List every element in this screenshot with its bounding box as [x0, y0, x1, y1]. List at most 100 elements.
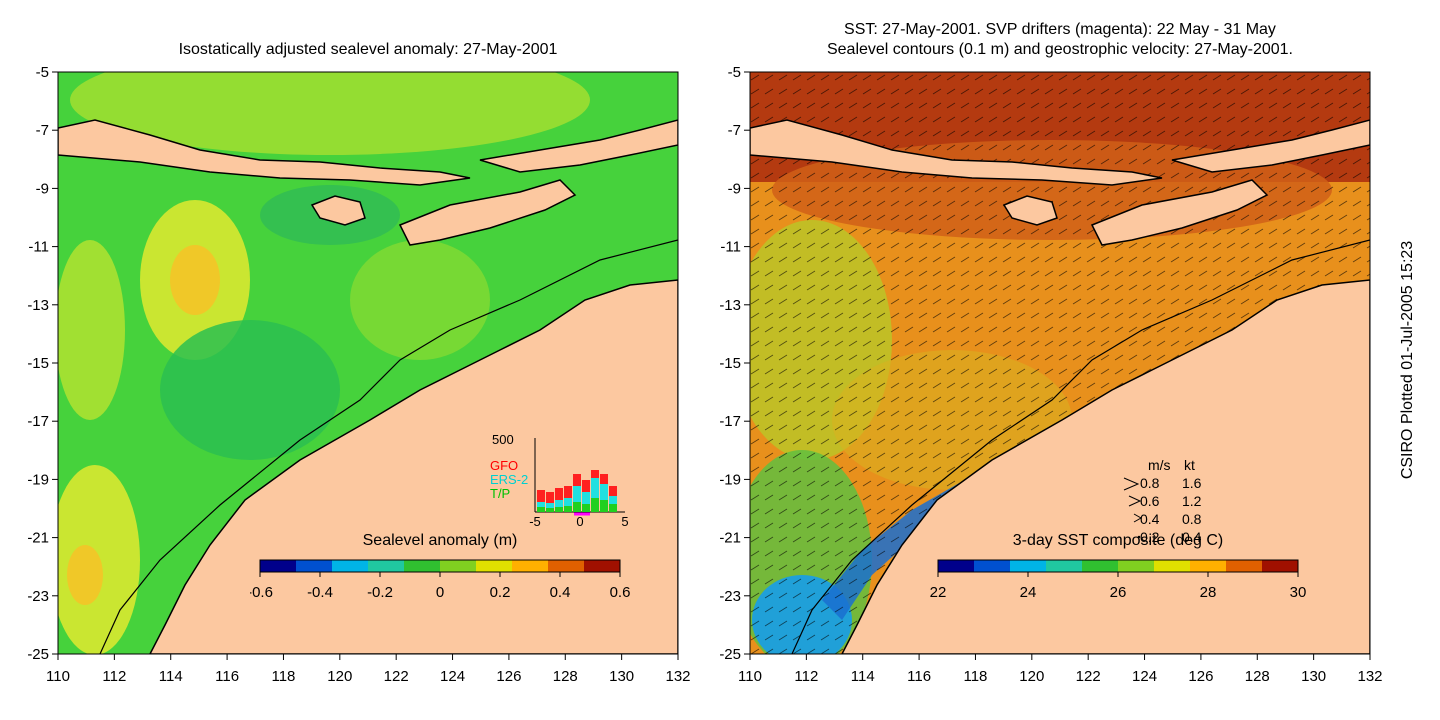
right-xtick-label: 132: [1357, 668, 1382, 685]
left-colorbar-tick: -0.2: [367, 584, 393, 601]
left-xtick-label: 126: [496, 668, 521, 685]
right-map: -5 -7 -9 -11 -13 -15 -17 -19 -21 -23 -25 110 112 114…: [719, 64, 1382, 685]
left-map: -5 -7 -9 -11 -13 -15 -17 -19 -21 -23 -25 110 112 114…: [27, 64, 690, 685]
left-colorbar-cell: [548, 560, 585, 572]
velocity-legend-ms-header: m/s: [1148, 457, 1171, 473]
timor-island-r: [1090, 179, 1269, 246]
right-xtick-label: 112: [794, 668, 818, 685]
plot-credit: CSIRO Plotted 01-Jul-2005 15:23: [1399, 241, 1416, 479]
left-colorbar-tick: 0.2: [490, 584, 511, 601]
sumba-island: [310, 195, 366, 226]
right-map-title-line1: SST: 27-May-2001. SVP drifters (magenta)…: [844, 21, 1276, 38]
left-map-title: Isostatically adjusted sealevel anomaly:…: [178, 41, 558, 58]
right-ytick-label: -15: [719, 355, 741, 372]
timor-island: [398, 179, 577, 246]
left-colorbar: -0.6 -0.4 -0.2 0 0.2 0.4 0.6: [250, 559, 630, 601]
right-xtick-label: 124: [1132, 668, 1157, 685]
left-xtick-label: 124: [440, 668, 465, 685]
left-ytick-label: -15: [27, 355, 49, 372]
left-colorbar-tick: 0.4: [550, 584, 571, 601]
left-colorbar-cell: [512, 560, 549, 572]
right-ytick-label: -13: [719, 297, 741, 314]
right-colorbar-cell: [974, 560, 1011, 572]
right-colorbar-cell: [1118, 560, 1155, 572]
left-ytick-label: -5: [36, 64, 49, 81]
right-ytick-label: -17: [719, 413, 741, 430]
left-ytick-label: -19: [27, 471, 49, 488]
sla-peak-sw: [67, 545, 103, 605]
right-ytick-label: -5: [728, 64, 741, 81]
inset-xtick-5: 5: [621, 514, 628, 528]
left-xtick-label: 130: [609, 668, 634, 685]
svg-text:0.8: 0.8: [1182, 511, 1202, 527]
left-xtick-label: 112: [102, 668, 126, 685]
left-xtick-label: 132: [665, 668, 690, 685]
left-colorbar-cell: [476, 560, 513, 572]
sla-peak-center: [170, 245, 220, 315]
right-xtick-label: 128: [1245, 668, 1270, 685]
left-colorbar-tick: -0.6: [250, 584, 273, 601]
arrow-0-4: [1133, 513, 1143, 523]
java-bali-land: [58, 119, 471, 186]
shelf-edge: [99, 239, 678, 654]
right-colorbar-label: 3-day SST composite (deg C): [1012, 532, 1224, 549]
left-xtick-label: 114: [159, 668, 183, 685]
right-colorbar-cell: [1190, 560, 1227, 572]
right-xtick-label: 114: [851, 668, 875, 685]
right-colorbar-cell: [1010, 560, 1047, 572]
right-xtick-label: 110: [738, 668, 762, 685]
right-xtick-label: 116: [907, 668, 931, 685]
left-ytick-label: -25: [27, 646, 49, 663]
sla-high-west: [58, 240, 125, 420]
inset-xtick-0: 0: [576, 514, 583, 528]
satellite-track-inset: 500 GFO ERS-2 T/P -5 0 5: [490, 432, 629, 528]
svg-text:0.4: 0.4: [1182, 529, 1202, 545]
right-xtick-label: 126: [1188, 668, 1213, 685]
right-ytick-label: -19: [719, 471, 741, 488]
right-colorbar-tick: 28: [1200, 584, 1217, 601]
arrow-0-2: [1137, 535, 1141, 539]
right-map-title-line2: Sealevel contours (0.1 m) and geostrophi…: [826, 41, 1293, 58]
left-colorbar-cell: [440, 560, 477, 572]
left-ytick-label: -7: [36, 122, 49, 139]
right-colorbar-tick: 30: [1290, 584, 1307, 601]
inset-bars: [537, 470, 617, 512]
left-colorbar-label: Sealevel anomaly (m): [362, 532, 518, 549]
left-xtick-label: 110: [46, 668, 70, 685]
svg-text:1.2: 1.2: [1182, 493, 1202, 509]
left-colorbar-tick: -0.4: [307, 584, 333, 601]
right-ytick-label: -11: [720, 239, 741, 256]
left-colorbar-cell: [584, 560, 621, 572]
right-colorbar-cell: [1082, 560, 1119, 572]
inset-legend-gfo: GFO: [490, 458, 518, 473]
left-ytick-label: -11: [28, 239, 49, 256]
right-colorbar-cell: [938, 560, 975, 572]
right-ytick-label: -21: [719, 530, 741, 547]
arrow-0-8: [1123, 477, 1140, 491]
right-colorbar-tick: 22: [930, 584, 947, 601]
left-ytick-label: -9: [36, 180, 49, 197]
shelf-edge-r: [791, 239, 1370, 654]
inset-legend-ers2: ERS-2: [490, 472, 528, 487]
left-colorbar-cell: [368, 560, 405, 572]
right-ytick-label: -7: [728, 122, 741, 139]
java-bali-land-r: [750, 119, 1163, 186]
right-colorbar-tick: 26: [1110, 584, 1127, 601]
sumba-island-r: [1002, 195, 1058, 226]
right-colorbar-cell: [1226, 560, 1263, 572]
left-colorbar-tick: 0: [436, 584, 444, 601]
right-colorbar-cell: [1046, 560, 1083, 572]
right-colorbar-tick: 24: [1020, 584, 1037, 601]
sla-mid-east: [350, 240, 490, 360]
flores-land: [479, 119, 678, 173]
inset-xtick-neg5: -5: [529, 514, 541, 528]
left-colorbar-cell: [404, 560, 441, 572]
sla-low-center: [160, 320, 340, 460]
right-xtick-label: 120: [1019, 668, 1044, 685]
right-ytick-label: -9: [728, 180, 741, 197]
plot-credit-text: CSIRO Plotted 01-Jul-2005 15:23: [1399, 241, 1416, 479]
arrow-0-6: [1128, 495, 1142, 507]
right-colorbar-cell: [1154, 560, 1191, 572]
left-ytick-label: -17: [27, 413, 49, 430]
left-colorbar-cell: [260, 560, 297, 572]
